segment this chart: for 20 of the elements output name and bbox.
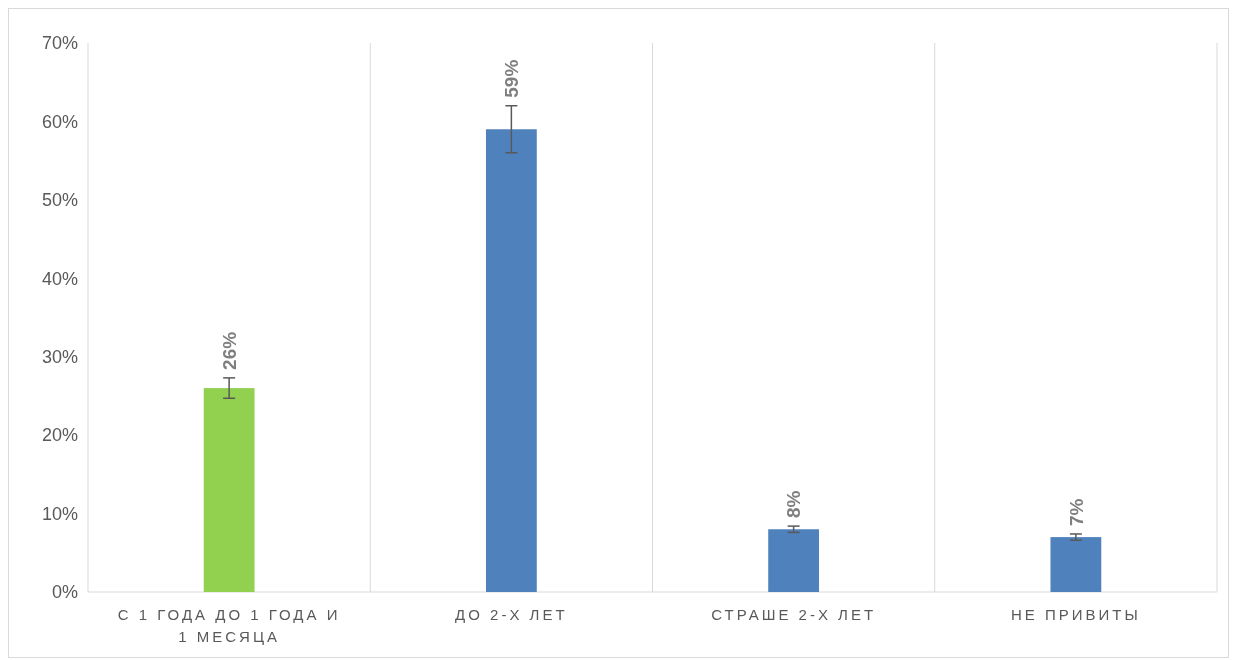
y-tick-label: 10% xyxy=(41,503,78,524)
data-label: 8% xyxy=(783,490,805,519)
bar xyxy=(1050,537,1102,592)
x-tick-label: С 1 ГОДА ДО 1 ГОДА И 1 МЕСЯЦА xyxy=(117,606,341,645)
x-tick-label: ДО 2-Х ЛЕТ xyxy=(455,606,568,623)
y-tick-label: 70% xyxy=(41,33,78,54)
bar xyxy=(485,129,537,592)
data-label: 26% xyxy=(218,331,240,370)
y-tick-label: 60% xyxy=(41,111,78,132)
y-tick-label: 20% xyxy=(41,425,78,446)
y-tick-label: 30% xyxy=(41,347,78,368)
x-tick-label: СТРАШЕ 2-Х ЛЕТ xyxy=(711,606,877,623)
bar xyxy=(203,388,255,592)
bar xyxy=(768,529,820,592)
y-tick-label: 0% xyxy=(51,582,78,603)
x-tick-label: НЕ ПРИВИТЫ xyxy=(1010,606,1141,623)
data-label: 59% xyxy=(501,59,523,98)
y-tick-label: 50% xyxy=(41,190,78,211)
data-label: 7% xyxy=(1065,498,1087,526)
y-tick-label: 40% xyxy=(41,268,78,289)
